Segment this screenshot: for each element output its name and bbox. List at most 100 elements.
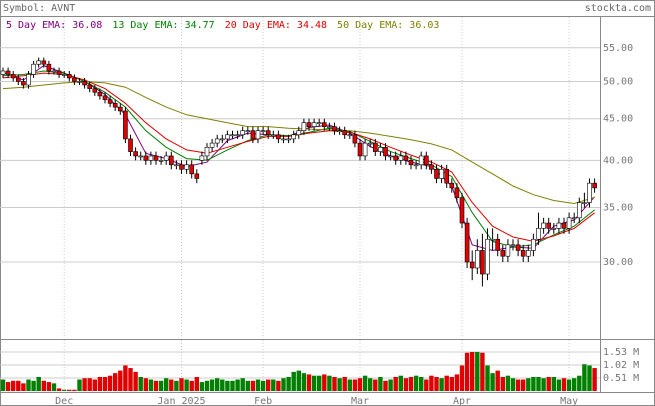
volume-bar — [408, 376, 414, 391]
candle-body — [383, 147, 388, 157]
candle-body — [531, 238, 536, 251]
candle-body — [398, 155, 404, 161]
candle-body — [163, 155, 169, 161]
volume-bar — [235, 379, 240, 391]
candle-body — [342, 130, 348, 136]
candle-body — [296, 130, 302, 136]
volume-bar — [82, 378, 87, 391]
volume-bar — [541, 378, 546, 391]
candle-body — [582, 202, 587, 204]
volume-bar — [296, 370, 301, 391]
volume-bar — [546, 376, 551, 391]
candle-body — [107, 99, 113, 104]
candle-body — [26, 74, 31, 86]
candle-body — [434, 168, 439, 179]
candle-body — [225, 134, 230, 140]
candle-body — [327, 126, 332, 128]
candle-body — [480, 250, 485, 275]
volume-bar — [260, 380, 266, 391]
volume-bar — [128, 368, 133, 391]
candle-body — [561, 222, 567, 229]
y-tick-label: 45.00 — [603, 114, 633, 125]
volume-bar — [26, 379, 31, 391]
volume-bar — [561, 378, 567, 391]
candle-body — [541, 222, 546, 229]
candle-body — [0, 70, 6, 75]
volume-bar — [362, 375, 368, 391]
candle-body — [469, 261, 475, 269]
volume-bar — [179, 378, 184, 391]
volume-bar — [102, 376, 108, 391]
candle-body — [72, 77, 77, 82]
volume-bar — [204, 380, 210, 391]
candle-body — [301, 122, 307, 131]
candle-body — [189, 164, 194, 175]
volume-bar — [245, 380, 250, 391]
volume-bar — [250, 380, 256, 391]
volume-bar — [429, 375, 434, 391]
candle-body — [311, 122, 317, 127]
volume-bar — [357, 378, 363, 391]
volume-bar — [337, 378, 342, 391]
volume-bar — [352, 379, 358, 391]
candle-body — [56, 70, 62, 75]
volume-bar — [577, 375, 582, 391]
volume-tick-label: 0.51 M — [603, 373, 639, 384]
volume-bar — [36, 376, 41, 391]
candle-body — [169, 155, 174, 166]
volume-bar — [138, 376, 143, 391]
candle-body — [495, 238, 501, 251]
volume-bar — [11, 380, 16, 391]
candle-body — [418, 155, 424, 166]
volume-bar — [225, 380, 230, 391]
volume-bar — [531, 376, 536, 391]
volume-bar — [388, 379, 393, 391]
volume-bar — [92, 379, 97, 391]
volume-bar — [434, 376, 439, 391]
x-tick-label: Dec — [55, 396, 73, 406]
volume-bar — [311, 375, 317, 391]
volume-bar — [240, 378, 245, 391]
candle-body — [260, 130, 266, 132]
volume-bar — [184, 379, 189, 391]
volume-bar — [21, 383, 26, 391]
volume-bar — [526, 378, 531, 391]
candle-body — [352, 134, 358, 144]
volume-bar — [556, 379, 562, 391]
candle-body — [204, 147, 210, 157]
candle-body — [255, 130, 261, 140]
volume-bar — [16, 380, 21, 391]
candle-body — [367, 142, 373, 145]
legend-entry: 13 Day EMA: 34.77 — [112, 20, 214, 31]
volume-bar — [393, 376, 398, 391]
candle-body — [220, 138, 225, 141]
candle-body — [347, 134, 353, 137]
candle-body — [240, 130, 245, 136]
candle-body — [393, 155, 399, 161]
volume-bar — [286, 376, 291, 391]
candle-body — [536, 228, 541, 240]
candle-body — [250, 130, 256, 140]
candle-body — [546, 222, 552, 229]
x-tick-label: Apr — [453, 396, 471, 406]
candle-body — [230, 134, 235, 137]
volume-bar — [373, 379, 378, 391]
volume-bar — [424, 379, 429, 391]
legend-entry: 20 Day EMA: 34.48 — [225, 20, 327, 31]
volume-bar — [536, 376, 541, 391]
volume-bar — [510, 378, 516, 391]
volume-bar — [587, 365, 592, 391]
volume-bar — [113, 373, 118, 391]
candle-body — [444, 168, 450, 184]
volume-bar — [169, 379, 174, 391]
volume-bar — [194, 376, 199, 391]
x-tick-label: Mar — [351, 396, 369, 406]
volume-bar — [107, 375, 113, 391]
volume-bar — [189, 380, 194, 391]
volume-bar — [368, 378, 373, 391]
volume-bar — [398, 375, 403, 391]
candle-body — [123, 110, 128, 140]
candle-body — [474, 250, 480, 269]
candle-body — [82, 81, 87, 86]
candle-body — [454, 187, 460, 198]
